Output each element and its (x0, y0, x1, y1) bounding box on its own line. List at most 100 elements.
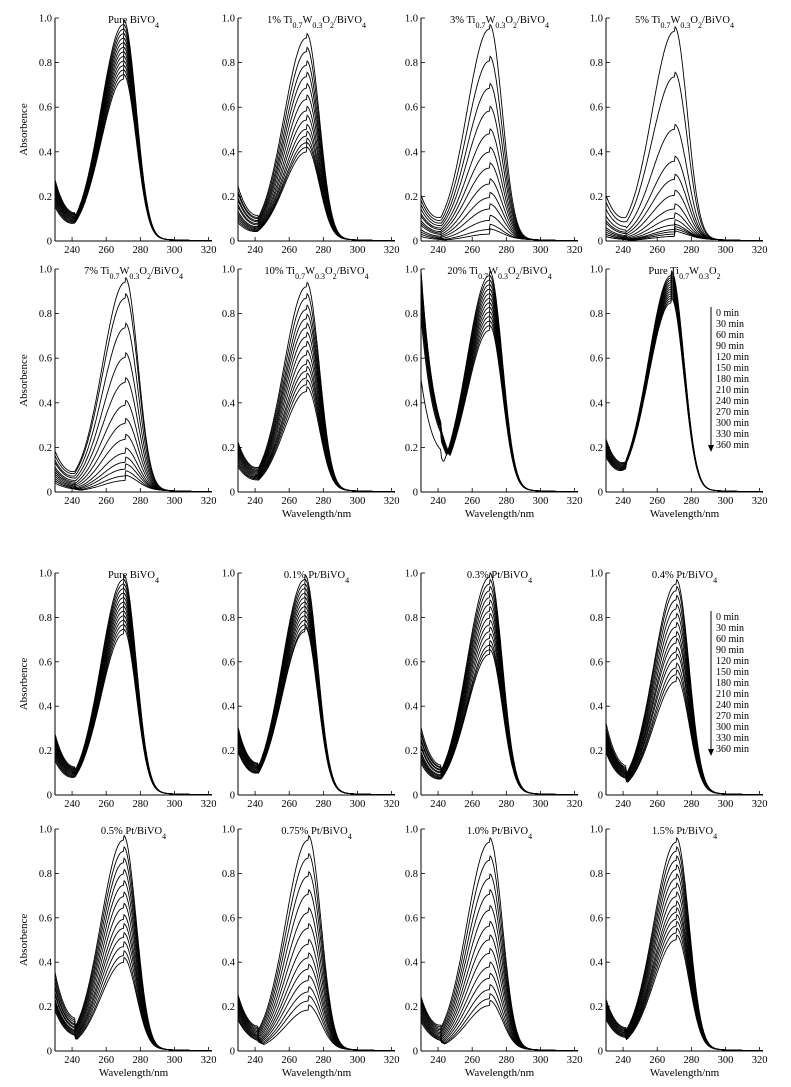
spectrum-line-360-min (237, 1004, 395, 1052)
legend-entry: 210 min (716, 689, 749, 700)
y-tick-label: 0 (230, 488, 235, 499)
y-tick-label: 0.4 (405, 702, 419, 713)
legend-entry: 120 min (716, 656, 749, 667)
x-tick-label: 280 (315, 496, 331, 507)
x-tick-label: 300 (167, 1055, 183, 1066)
y-tick-label: 0.8 (590, 309, 603, 320)
x-tick-label: 320 (201, 496, 217, 507)
x-tick-label: 260 (98, 1055, 114, 1066)
spectra-series (420, 572, 578, 796)
legend-entry: 0 min (716, 612, 739, 623)
y-tick-label: 0.8 (39, 613, 52, 624)
panel-10: 0 0.2 0.4 0.6 0.8 1.0 240 260 280 300 320 0.1% Pt/B… (222, 569, 400, 811)
spectrum-line-0-min (605, 25, 763, 242)
x-tick-label: 260 (464, 1055, 480, 1066)
y-tick-label: 0.6 (590, 354, 603, 365)
y-tick-label: 1.0 (222, 14, 235, 25)
legend-arrow-head (708, 445, 714, 452)
x-tick-label: 260 (98, 799, 114, 810)
y-tick-label: 0.2 (39, 1002, 52, 1013)
y-tick-label: 0 (230, 237, 235, 248)
y-tick-label: 1.0 (590, 14, 603, 25)
legend-entry: 270 min (716, 407, 749, 418)
y-tick-label: 0.6 (405, 354, 418, 365)
legend-entry: 150 min (716, 667, 749, 678)
x-tick-label: 280 (132, 245, 148, 256)
y-tick-label: 1.0 (405, 265, 418, 276)
panel-title: 7% Ti0.7W0.3O2/BiVO4 (84, 266, 183, 281)
x-tick-label: 240 (430, 799, 446, 810)
y-tick-label: 0.4 (39, 398, 53, 409)
y-tick-label: 0 (413, 1047, 418, 1058)
spectrum-line-90-min (420, 592, 578, 796)
y-tick-label: 0.6 (222, 657, 235, 668)
legend-entry: 60 min (716, 634, 744, 645)
panel-3: 0 0.2 0.4 0.6 0.8 1.0 240 260 280 300 320 3% Ti0.7W… (405, 14, 583, 257)
y-tick-label: 0.4 (39, 147, 53, 158)
panel-title: 1.5% Pt/BiVO4 (652, 826, 717, 841)
y-tick-label: 1.0 (405, 825, 418, 836)
spectra-series (237, 281, 395, 493)
panel-14: 0 0.2 0.4 0.6 0.8 1.0 240 260 280 300 320 Wavelengt… (222, 825, 400, 1080)
legend-entry: 90 min (716, 341, 744, 352)
x-tick-label: 320 (201, 799, 217, 810)
spectrum-line-0-min (54, 18, 212, 242)
x-tick-label: 240 (615, 1055, 631, 1066)
legend-entry: 300 min (716, 418, 749, 429)
y-tick-label: 0.6 (222, 354, 235, 365)
spectra-series (54, 574, 212, 796)
y-tick-label: 0 (598, 1047, 603, 1058)
spectra-series (420, 836, 578, 1052)
x-tick-label: 300 (533, 1055, 549, 1066)
x-tick-label: 280 (132, 496, 148, 507)
y-tick-label: 0.2 (405, 746, 418, 757)
x-tick-label: 320 (384, 245, 400, 256)
spectrum-line-60-min (420, 873, 578, 1052)
spectrum-line-180-min (237, 938, 395, 1052)
spectrum-line-30-min (54, 578, 212, 796)
spectrum-line-60-min (605, 123, 763, 242)
x-tick-label: 280 (132, 1055, 148, 1066)
panel-title: 0.5% Pt/BiVO4 (101, 826, 166, 841)
spectrum-line-90-min (605, 155, 763, 242)
y-tick-label: 0.8 (222, 869, 235, 880)
x-tick-label: 280 (498, 799, 514, 810)
panel-title: 0.4% Pt/BiVO4 (652, 570, 717, 585)
spectrum-line-360-min (54, 73, 212, 242)
y-tick-label: 0 (47, 488, 52, 499)
spectrum-line-0-min (237, 32, 395, 242)
spectra-series (237, 32, 395, 242)
spectra-series (420, 23, 578, 242)
y-tick-label: 0.8 (590, 869, 603, 880)
legend-entry: 150 min (716, 363, 749, 374)
y-tick-label: 0.6 (222, 103, 235, 114)
y-tick-label: 0 (598, 237, 603, 248)
y-tick-label: 0.4 (222, 147, 236, 158)
y-tick-label: 1.0 (222, 825, 235, 836)
y-tick-label: 0.8 (39, 58, 52, 69)
x-tick-label: 320 (201, 1055, 217, 1066)
spectrum-line-60-min (54, 583, 212, 796)
x-tick-label: 300 (533, 496, 549, 507)
legend-entry: 330 min (716, 733, 749, 744)
y-tick-label: 0.6 (590, 913, 603, 924)
y-tick-label: 1.0 (222, 569, 235, 580)
legend-entry: 90 min (716, 645, 744, 656)
x-tick-label: 240 (64, 245, 80, 256)
x-tick-label: 280 (498, 1055, 514, 1066)
spectrum-line-360-min (237, 146, 395, 242)
x-tick-label: 240 (615, 799, 631, 810)
x-tick-label: 320 (752, 496, 768, 507)
spectrum-line-90-min (54, 587, 212, 796)
spectra-series (54, 276, 212, 493)
legend-entry: 240 min (716, 396, 749, 407)
y-tick-label: 0.2 (405, 1002, 418, 1013)
x-tick-label: 240 (64, 1055, 80, 1066)
y-tick-label: 0.6 (405, 103, 418, 114)
spectrum-line-360-min (420, 648, 578, 796)
y-tick-label: 0.4 (39, 958, 53, 969)
x-tick-label: 320 (384, 1055, 400, 1066)
y-tick-label: 1.0 (590, 569, 603, 580)
x-tick-label: 300 (533, 799, 549, 810)
